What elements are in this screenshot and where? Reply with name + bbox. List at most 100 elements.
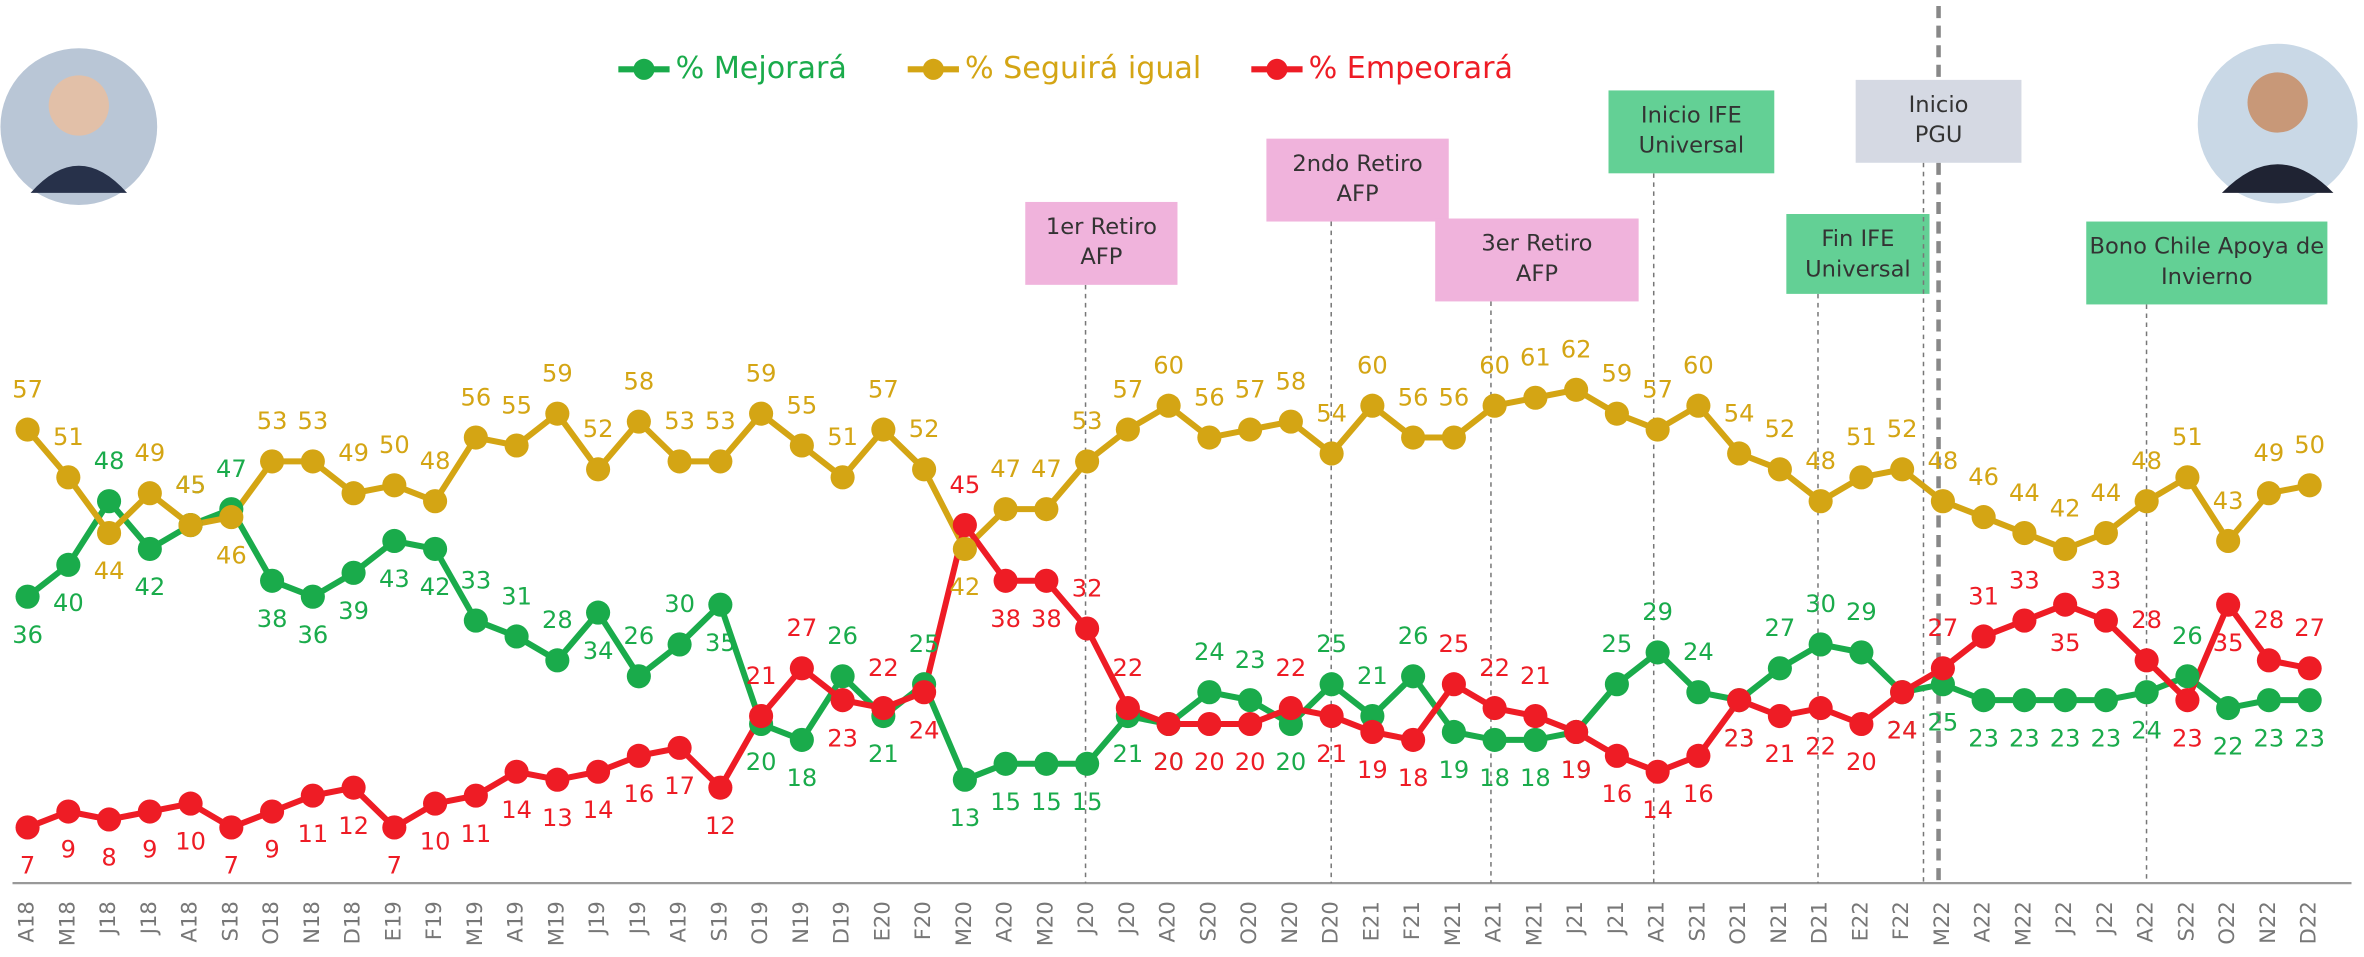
- data-point: [1075, 449, 1100, 474]
- data-label: 27: [1765, 614, 1796, 642]
- data-point: [1238, 688, 1263, 713]
- data-label: 47: [216, 455, 247, 483]
- data-label: 23: [1968, 724, 1999, 752]
- x-tick-label: F21: [1399, 901, 1424, 940]
- data-label: 51: [53, 423, 84, 451]
- x-tick-label: N20: [1277, 901, 1302, 944]
- data-point: [1278, 696, 1303, 721]
- data-point: [1930, 656, 1955, 681]
- data-point: [1849, 465, 1874, 490]
- data-point: [423, 489, 448, 514]
- data-label: 33: [2091, 566, 2122, 594]
- data-label: 21: [868, 740, 899, 768]
- data-label: 15: [1072, 788, 1103, 816]
- annotation-text: 3er Retiro: [1481, 231, 1592, 257]
- data-label: 14: [583, 796, 614, 824]
- x-tick-label: N19: [788, 901, 813, 944]
- data-label: 18: [787, 764, 818, 792]
- data-label: 24: [1683, 638, 1714, 666]
- data-point: [667, 735, 692, 760]
- data-point: [1767, 457, 1792, 482]
- data-point: [1034, 497, 1059, 522]
- x-tick-label: A22: [2133, 901, 2158, 942]
- data-label: 59: [746, 359, 777, 387]
- data-point: [708, 449, 733, 474]
- data-point: [341, 560, 366, 585]
- data-label: 58: [1276, 367, 1307, 395]
- data-point: [952, 513, 977, 538]
- data-label: 15: [1031, 788, 1062, 816]
- data-point: [1808, 489, 1833, 514]
- data-label: 12: [705, 812, 736, 840]
- data-point: [2216, 592, 2241, 617]
- x-tick-label: D22: [2296, 901, 2321, 944]
- data-label: 23: [827, 724, 858, 752]
- data-point: [137, 481, 162, 506]
- data-label: 25: [1602, 630, 1633, 658]
- data-label: 42: [2050, 495, 2081, 523]
- series-line: [26, 518, 2311, 832]
- data-point: [1523, 727, 1548, 752]
- data-label: 49: [134, 439, 165, 467]
- x-tick-label: J20: [1114, 901, 1139, 936]
- x-tick-label: F22: [1888, 901, 1913, 940]
- x-tick-label: D21: [1807, 901, 1832, 944]
- data-label: 57: [868, 375, 899, 403]
- data-point: [56, 799, 81, 824]
- photo-left: [0, 48, 158, 205]
- x-tick-label: E21: [1358, 901, 1383, 941]
- data-label: 53: [257, 407, 288, 435]
- data-point: [1604, 401, 1629, 426]
- data-point: [2175, 465, 2200, 490]
- data-label: 20: [1276, 748, 1307, 776]
- annotation-box: [2086, 221, 2328, 305]
- data-point: [1482, 393, 1507, 418]
- data-label: 45: [950, 471, 981, 499]
- data-label: 49: [338, 439, 369, 467]
- data-label: 28: [542, 606, 573, 634]
- data-label: 52: [909, 415, 940, 443]
- legend-marker: [633, 58, 655, 80]
- annotation-box: [1608, 90, 1775, 174]
- data-point: [219, 815, 244, 840]
- annotation-text: Fin IFE: [1821, 226, 1894, 252]
- data-point: [1727, 688, 1752, 713]
- x-tick-label: S18: [217, 901, 242, 941]
- data-point: [1523, 385, 1548, 410]
- data-label: 20: [746, 748, 777, 776]
- data-point: [2012, 520, 2037, 546]
- data-point: [97, 489, 122, 514]
- data-label: 57: [1235, 375, 1266, 403]
- data-label: 48: [1805, 447, 1836, 475]
- data-point: [789, 656, 814, 681]
- data-label: 19: [1357, 756, 1388, 784]
- data-point: [2216, 696, 2241, 721]
- data-label: 21: [1357, 662, 1388, 690]
- data-label: 25: [1439, 630, 1470, 658]
- data-point: [97, 520, 122, 546]
- data-point: [137, 536, 162, 561]
- data-point: [15, 417, 40, 442]
- data-label: 23: [2009, 724, 2040, 752]
- data-point: [993, 568, 1018, 593]
- data-label: 25: [909, 630, 940, 658]
- data-label: 7: [387, 852, 402, 880]
- data-label: 36: [297, 621, 328, 649]
- data-label: 57: [12, 375, 43, 403]
- data-point: [1156, 711, 1181, 737]
- annotation-text: AFP: [1516, 261, 1558, 287]
- data-point: [586, 600, 611, 625]
- data-point: [2216, 528, 2241, 554]
- x-tick-label: A20: [992, 901, 1017, 942]
- x-tick-label: N18: [299, 901, 324, 944]
- data-point: [2012, 608, 2037, 633]
- x-tick-label: S21: [1684, 901, 1709, 941]
- data-label: 27: [2294, 614, 2325, 642]
- data-point: [15, 815, 40, 840]
- data-label: 60: [1479, 352, 1510, 380]
- annotation-box: [1855, 79, 2022, 163]
- data-label: 22: [2213, 732, 2244, 760]
- data-point: [1034, 751, 1059, 776]
- data-point: [341, 481, 366, 506]
- data-point: [1319, 672, 1344, 697]
